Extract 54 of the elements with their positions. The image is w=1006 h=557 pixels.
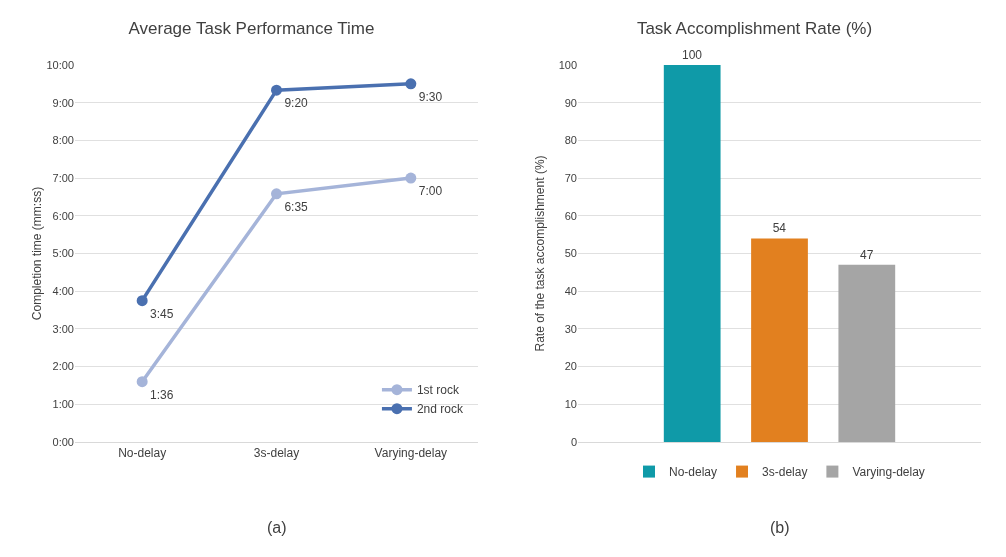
point [271, 188, 282, 200]
y-tick-label: 50 [564, 247, 577, 260]
chart-title: Task Accomplishment Rate (%) [636, 19, 873, 39]
y-tick-label: 7:00 [52, 171, 74, 184]
y-tick-label: 0 [570, 435, 577, 448]
y-tick-label: 10:00 [46, 58, 74, 71]
y-tick-label: 60 [564, 209, 577, 222]
y-tick-label: 1:00 [52, 398, 74, 411]
y-tick-label: 4:00 [52, 285, 74, 298]
y-tick-label: 3:00 [52, 322, 74, 335]
point [136, 295, 148, 307]
x-tick-label: 3s-delay [253, 446, 300, 461]
point [405, 172, 417, 184]
y-tick-label: 9:00 [52, 96, 74, 109]
text: (a) [267, 519, 287, 536]
data-label: 47 [859, 247, 874, 262]
y-tick-label: 10 [564, 398, 577, 411]
bar [838, 264, 896, 442]
data-label: 9:30 [418, 89, 443, 104]
point [136, 376, 148, 388]
point [405, 78, 417, 90]
legend-label: 3s-delay [762, 465, 808, 480]
point [271, 84, 282, 96]
y-tick-label: 2:00 [52, 360, 74, 373]
bar [663, 65, 721, 442]
y-tick-label: 0:00 [52, 435, 74, 448]
x-tick-label: No-delay [118, 446, 167, 461]
bar [751, 238, 808, 442]
y-tick-label: 100 [558, 58, 577, 71]
legend-label: No-delay [669, 465, 718, 480]
data-label: 100 [682, 48, 703, 62]
data-label: 7:00 [418, 183, 443, 198]
data-label: 6:35 [284, 199, 309, 214]
x-tick-label: Varying-delay [374, 446, 448, 461]
text: (b) [770, 519, 790, 536]
y-tick-label: 40 [564, 285, 577, 298]
legend-label: 2nd rock [416, 402, 464, 417]
y-tick-label: 90 [564, 96, 577, 109]
y-tick-label: 30 [564, 322, 577, 335]
data-label: 3:45 [150, 306, 174, 321]
y-tick-label: 5:00 [52, 247, 74, 260]
chart-title: Average Task Performance Time [128, 19, 375, 39]
data-label: 54 [772, 221, 787, 236]
data-label: 1:36 [150, 387, 174, 402]
y-tick-label: 80 [564, 134, 577, 147]
y-tick-label: 70 [564, 171, 577, 184]
y-tick-label: 6:00 [52, 209, 74, 222]
data-label: 9:20 [284, 96, 309, 111]
y-tick-label: 8:00 [52, 134, 74, 147]
legend-label: Varying-delay [852, 465, 925, 480]
y-tick-label: 20 [564, 360, 577, 373]
y-axis-title: Rate of the task accomplishment (%) [533, 155, 547, 352]
legend-label: 1st rock [416, 383, 460, 398]
y-axis-title: Completion time (mm:ss) [30, 186, 44, 321]
